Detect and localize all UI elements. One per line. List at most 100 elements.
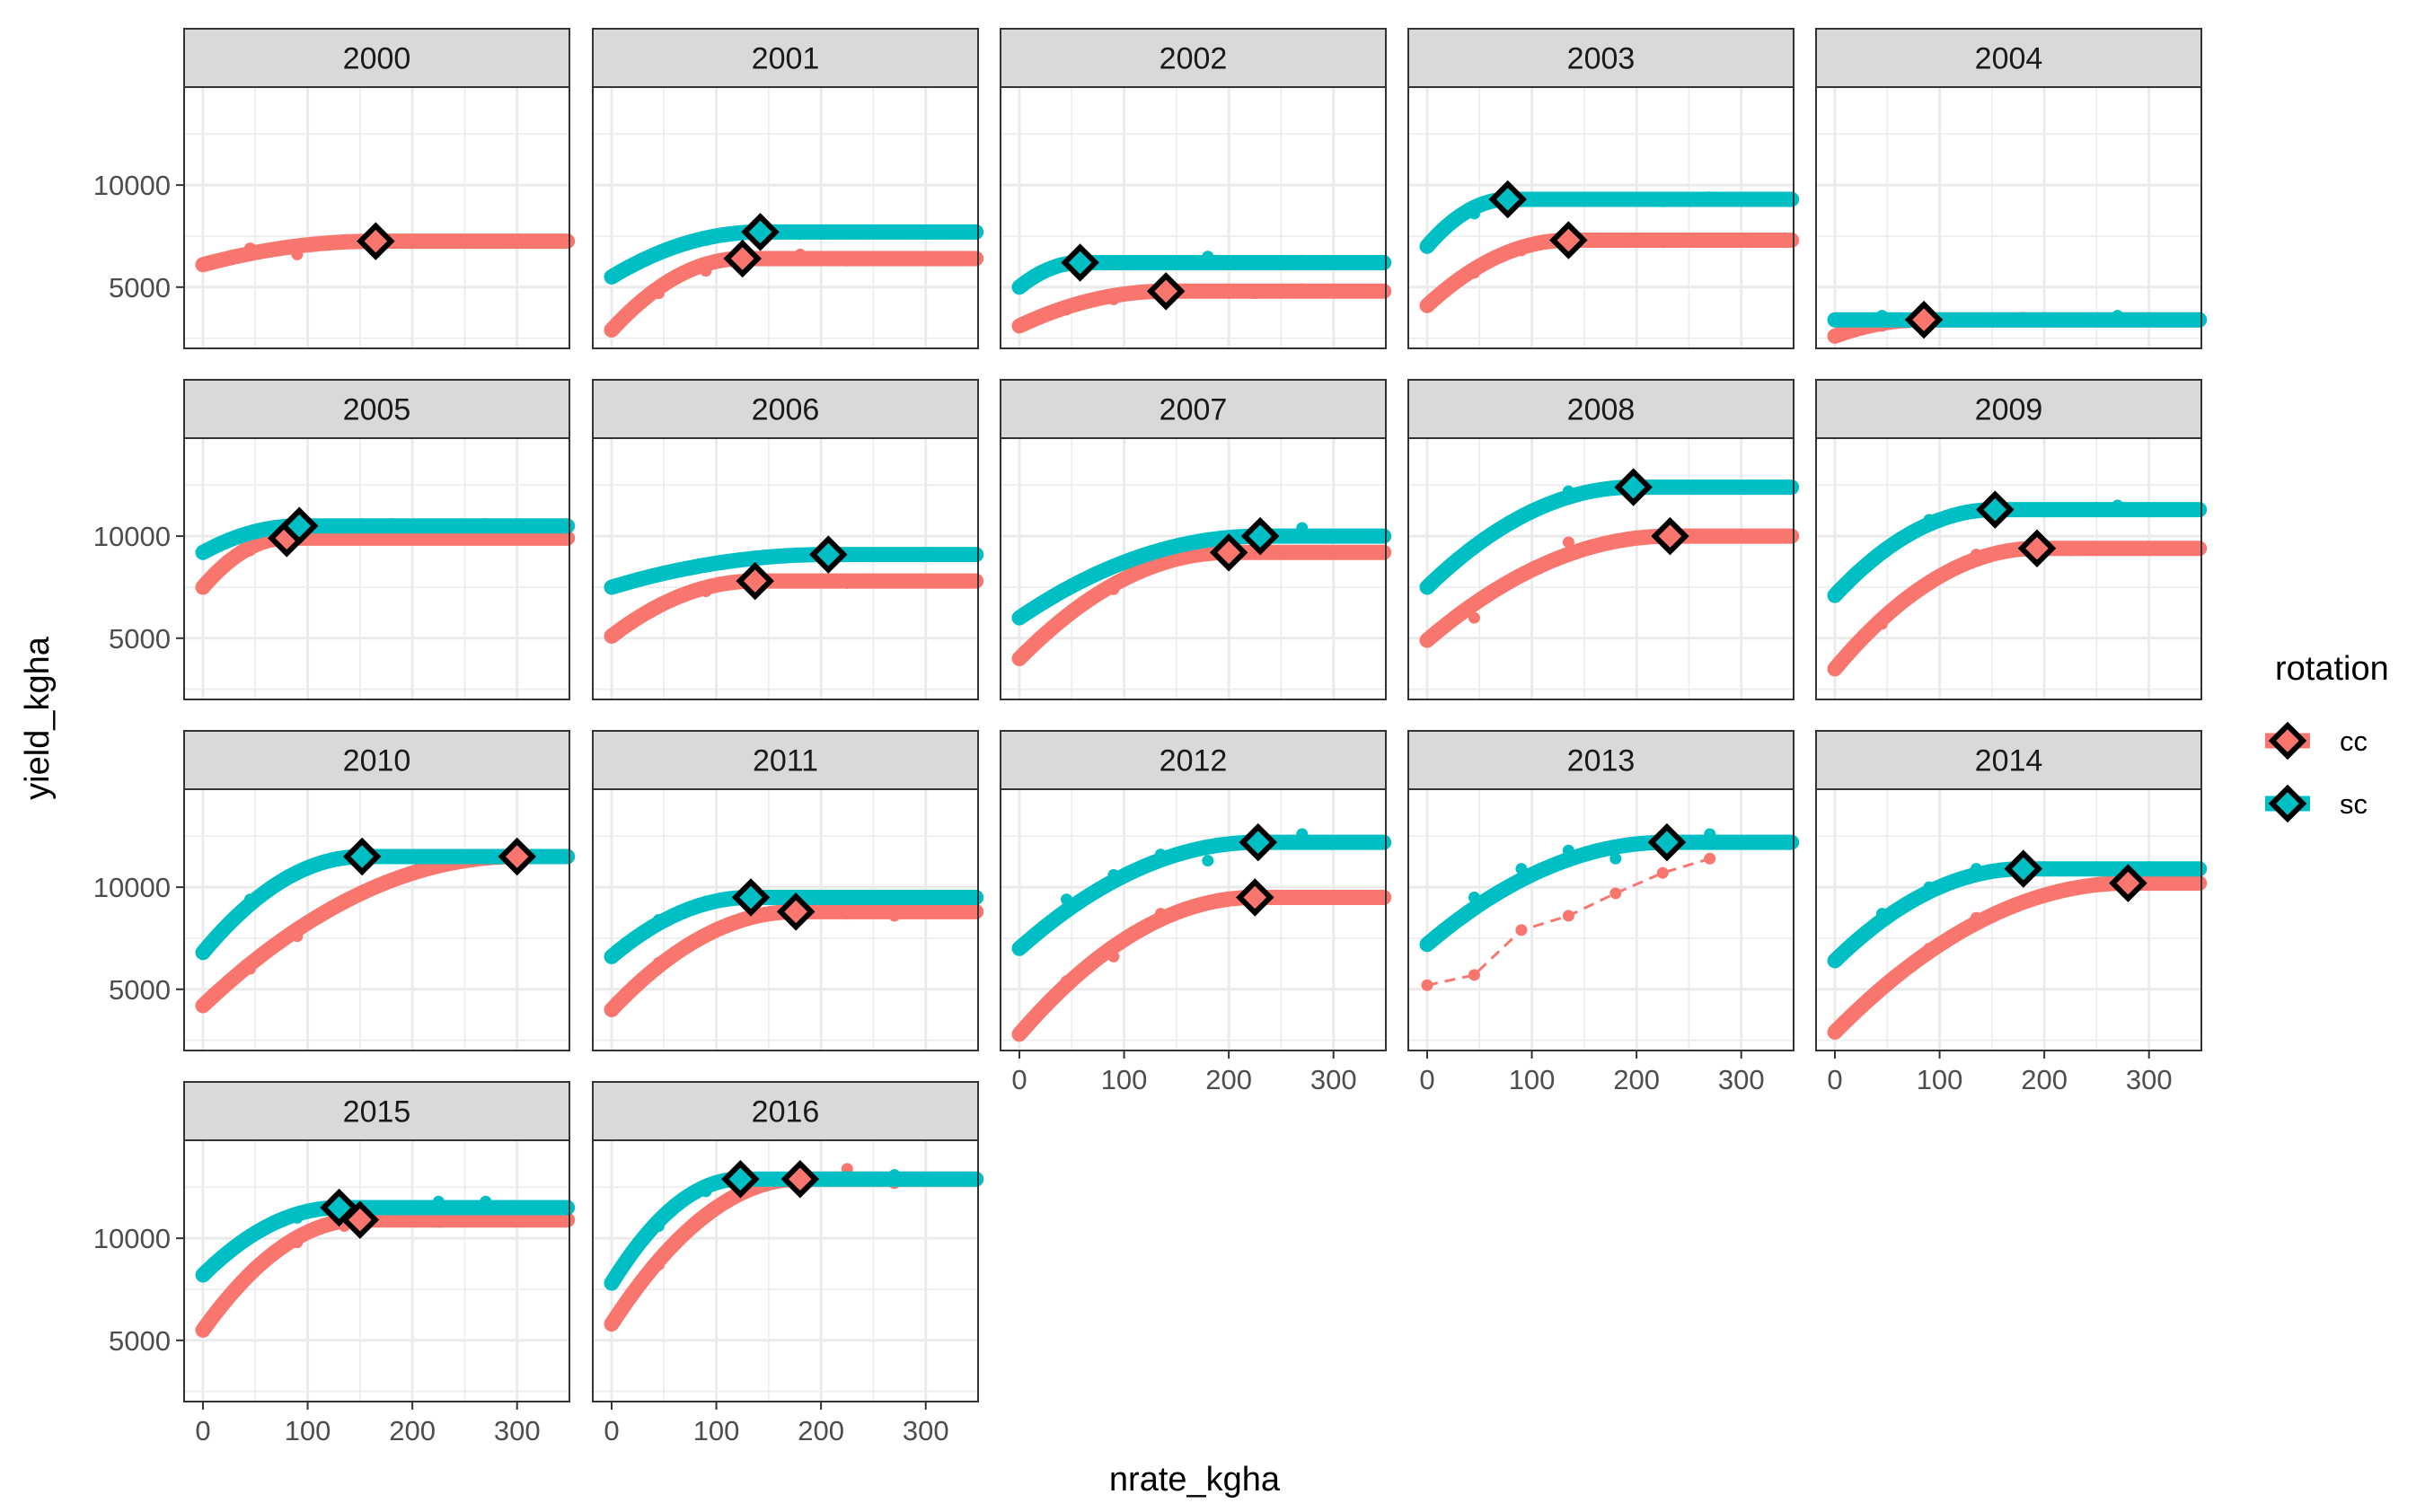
optimum-marker-cc [1236, 878, 1274, 917]
facet-strip [592, 28, 979, 88]
optimum-marker-sc [279, 506, 319, 546]
panel-background [1408, 438, 1794, 699]
y-tick-label: 5000 [109, 1325, 171, 1357]
legend-title: rotation [2275, 650, 2389, 688]
optimum-marker-sc [1647, 822, 1687, 862]
fitted-curve-sc [1827, 502, 2208, 603]
optimum-marker-cc [776, 892, 816, 931]
facet-strip [1407, 28, 1794, 88]
panel-border [1815, 788, 2202, 1051]
x-tick-label: 300 [1718, 1064, 1765, 1095]
optimum-marker-sc [2004, 849, 2043, 888]
facet-strip [1000, 379, 1387, 439]
series-cc [1419, 528, 1800, 648]
facet-panel-2013: 2013 0 100 200 300 [1407, 730, 1800, 1095]
facet-strip-label: 2007 [1160, 393, 1228, 427]
x-tick-label: 300 [903, 1415, 949, 1446]
facet-panel-2011: 2011 [592, 730, 984, 1051]
series-cc [604, 248, 984, 338]
series-sc [1827, 310, 2208, 328]
fitted-curve-cc [1419, 233, 1800, 313]
x-tick-label: 200 [2021, 1064, 2068, 1095]
optimum-marker-cc [1146, 272, 1186, 311]
facet-strip-label: 2003 [1567, 42, 1636, 76]
optimum-marker-cc [780, 1159, 820, 1199]
series-sc [1827, 499, 2208, 603]
facet-strip-label: 2011 [753, 744, 818, 778]
data-point-cc [1468, 969, 1480, 981]
x-tick-label: 100 [1917, 1064, 1963, 1095]
facet-strip [1000, 28, 1387, 88]
optimum-marker-cc [723, 239, 762, 278]
fitted-curve-sc [195, 518, 576, 560]
x-tick-label: 0 [604, 1415, 619, 1446]
panel-border [1815, 86, 2202, 349]
panel-border [592, 437, 979, 700]
fitted-curve-cc [1011, 544, 1392, 666]
legend-label-sc: sc [2340, 788, 2368, 820]
facet-strip [1815, 379, 2202, 439]
data-point-cc [1609, 887, 1622, 900]
panel-border [183, 1139, 570, 1402]
data-point-sc [1202, 855, 1214, 867]
optimum-marker-cc [1549, 221, 1588, 259]
fitted-curve-cc [195, 530, 576, 595]
facet-strip-label: 2002 [1160, 42, 1228, 76]
y-tick-label: 10000 [93, 1223, 171, 1254]
optimum-marker-cc [498, 837, 536, 876]
dashed-trend-line-cc [1426, 857, 1711, 987]
panel-border [183, 86, 570, 349]
panel-border [1000, 86, 1387, 349]
fitted-curve-cc [195, 1212, 576, 1338]
data-point-cc [1562, 536, 1574, 549]
panel-border [592, 788, 979, 1051]
fitted-curve-sc [1011, 834, 1392, 956]
facet-panel-2008: 2008 [1407, 379, 1800, 700]
x-tick-label: 100 [1509, 1064, 1556, 1095]
fitted-curve-sc [1419, 479, 1800, 595]
optimum-marker-cc [2017, 529, 2057, 568]
optimum-marker-sc [1614, 468, 1653, 506]
panel-background [1408, 789, 1794, 1050]
optimum-marker-sc [809, 535, 848, 574]
panel-background [1816, 87, 2201, 348]
legend-key-marker [2268, 721, 2307, 760]
optimum-marker-cc [1904, 300, 1944, 339]
facet-panel-2012: 2012 0 100 200 300 [1000, 730, 1392, 1095]
facet-strip-label: 2000 [343, 42, 411, 76]
panel-border [1000, 437, 1387, 700]
optimum-marker-sc [1239, 822, 1278, 862]
facet-strip [183, 28, 570, 88]
facet-panel-2014: 2014 0 100 200 300 [1815, 730, 2208, 1095]
facet-strip [592, 1081, 979, 1141]
optimum-marker-sc [320, 1188, 358, 1227]
panel-background [1001, 438, 1386, 699]
x-tick-label: 0 [1011, 1064, 1027, 1095]
y-axis-title: yield_kgha [19, 636, 57, 800]
optimum-marker-sc [1488, 180, 1527, 219]
fitted-curve-sc [1011, 528, 1392, 626]
x-tick-label: 100 [1101, 1064, 1148, 1095]
facet-panel-2015: 2015 5000 10000 0 100 200 300 [93, 1081, 576, 1446]
facet-panel-2006: 2006 [592, 379, 984, 700]
panel-background [184, 87, 569, 348]
panel-background [184, 1140, 569, 1402]
facet-panel-2009: 2009 [1815, 379, 2208, 700]
panel-border [1407, 86, 1794, 349]
fitted-curve-cc [1827, 541, 2208, 677]
facet-strip [592, 379, 979, 439]
x-tick-label: 0 [1827, 1064, 1842, 1095]
facet-strip-label: 2012 [1160, 744, 1228, 778]
legend-key-cc: cc [2265, 721, 2368, 760]
facet-strip [183, 379, 570, 439]
facet-strip-label: 2013 [1567, 744, 1636, 778]
data-point-sc [1609, 852, 1622, 865]
legend-key-sc: sc [2265, 784, 2368, 823]
x-tick-label: 300 [2126, 1064, 2173, 1095]
series-sc [1419, 479, 1800, 595]
facet-strip-label: 2006 [752, 393, 820, 427]
facet-strip-label: 2009 [1975, 393, 2043, 427]
facet-strip-label: 2015 [343, 1095, 411, 1130]
series-cc [1011, 544, 1392, 666]
